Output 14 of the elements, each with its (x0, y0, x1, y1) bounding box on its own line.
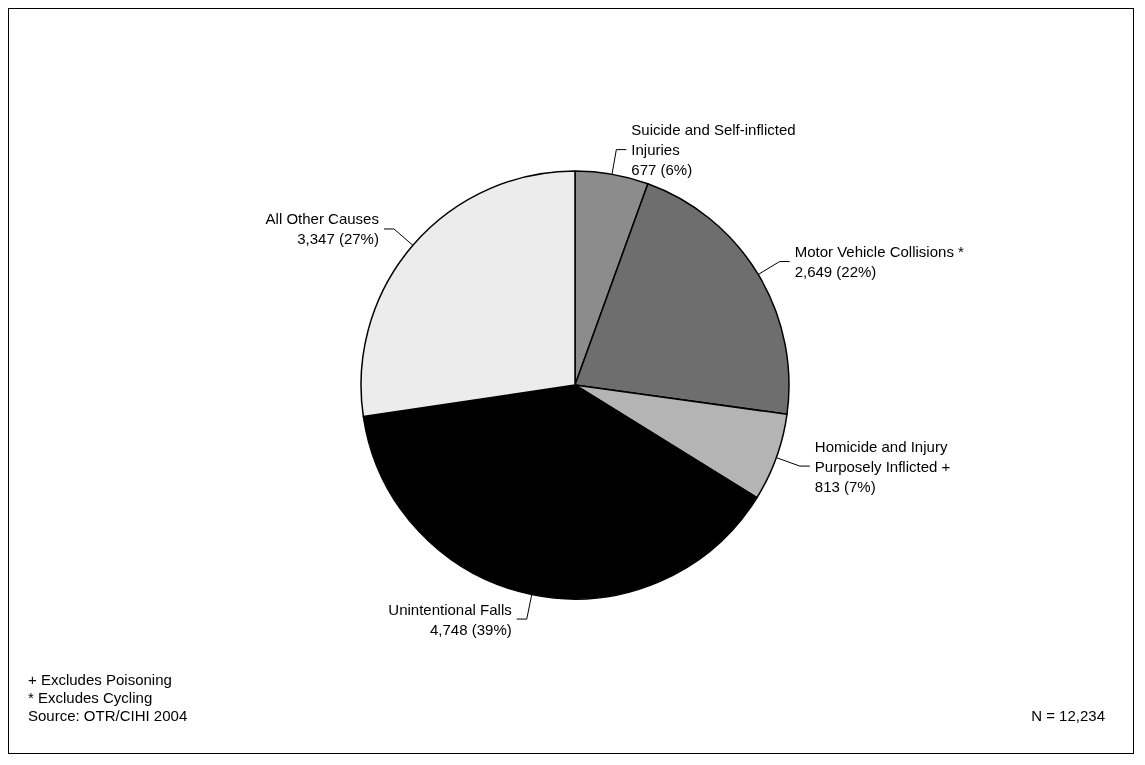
text: + Excludes Poisoning (28, 671, 172, 688)
slice-label: Unintentional Falls (388, 600, 512, 618)
source-note: Source: OTR/CIHI 2004 (28, 707, 188, 724)
data-label: 2,649 (22%) (794, 263, 877, 281)
slice-label: Homicide and Injury Purposely Inflicted + (814, 437, 952, 475)
slice-label: Suicide and Self-inflicted Injuries (631, 121, 800, 159)
text: N = 12,234 (1031, 707, 1106, 724)
data-label: 4,748 (39%) (430, 620, 512, 638)
data-label: 813 (7%) (814, 477, 876, 495)
slice-label: Motor Vehicle Collisions * (794, 243, 965, 261)
data-label: 677 (6%) (631, 161, 693, 179)
slice-label: All Other Causes (265, 210, 379, 228)
text: * Excludes Cycling (28, 689, 153, 706)
data-label: 3,347 (27%) (297, 230, 379, 248)
